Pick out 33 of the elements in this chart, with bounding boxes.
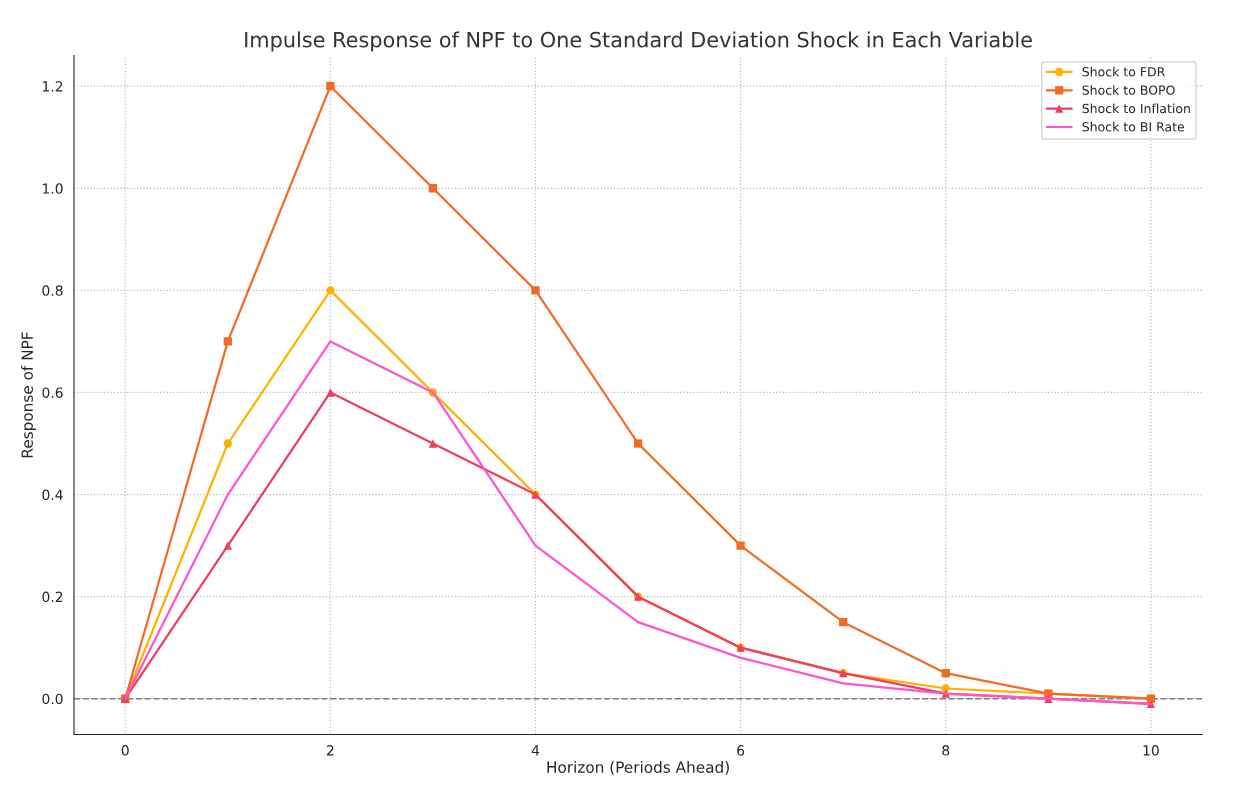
y-tick-label: 0.8 <box>42 285 63 296</box>
chart-title: Impulse Response of NPF to One Standard Deviation Shock in Each Variable <box>245 31 1032 52</box>
x-tick-label: 10 <box>1143 745 1159 756</box>
y-tick-label: 0.4 <box>42 489 63 501</box>
y-tick-label: 0.0 <box>42 693 63 705</box>
x-tick-label: 8 <box>942 745 950 756</box>
x-tick-label: 0 <box>121 745 129 756</box>
legend-label: Shock to BOPO <box>1082 85 1175 95</box>
point <box>428 184 438 193</box>
point <box>531 286 540 295</box>
point <box>326 82 335 91</box>
legend-label: Shock to FDR <box>1082 66 1165 77</box>
point <box>223 337 232 346</box>
point <box>326 388 335 397</box>
y-tick-label: 1.2 <box>43 81 63 92</box>
legend-label: Shock to Inflation <box>1082 103 1190 114</box>
x-tick-label: 2 <box>326 745 334 756</box>
point <box>223 541 232 550</box>
point <box>839 617 848 627</box>
point <box>941 669 950 678</box>
point <box>736 541 745 550</box>
point <box>326 286 335 295</box>
y-axis-title: Response of NPF <box>21 332 36 458</box>
legend-label: Shock to BI Rate <box>1082 121 1185 132</box>
point <box>223 439 232 448</box>
y-tick-label: 1.0 <box>43 183 63 194</box>
point <box>633 439 643 448</box>
x-tick-label: 6 <box>737 745 745 756</box>
y-tick-label: 0.6 <box>42 387 63 398</box>
x-axis-title: Horizon (Periods Ahead) <box>547 761 729 775</box>
x-tick-label: 4 <box>531 745 540 756</box>
point <box>428 439 438 448</box>
y-tick-label: 0.2 <box>42 591 63 603</box>
